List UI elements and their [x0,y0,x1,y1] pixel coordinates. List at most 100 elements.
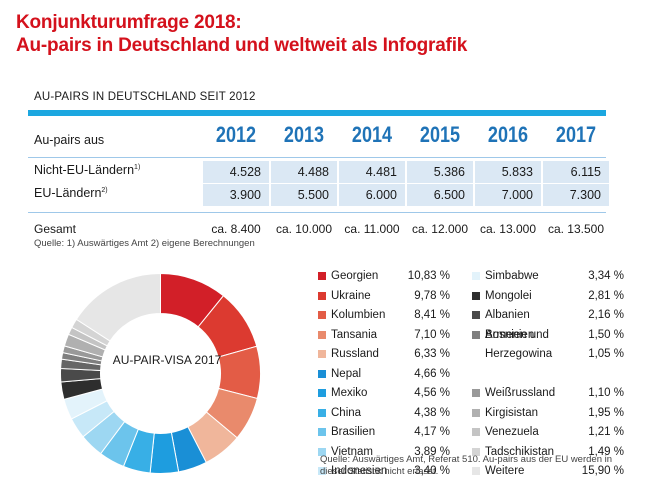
legend-item: Vietnam 3,89 % [318,444,460,460]
table-cell-non-eu-2017: 6.115 [543,161,609,183]
table-top-rule [28,110,606,116]
visa-donut-chart [60,272,261,474]
year-header-2014: 2014 [351,122,393,147]
legend-swatch [472,408,480,417]
legend-swatch [318,389,326,397]
legend-label: Armenien [485,328,535,341]
title-line-2: Au-pairs in Deutschland und weltweit als… [16,35,468,56]
legend-item: Albanien 2,16 % [472,307,634,323]
row-label-eu-note: 2) [101,186,108,194]
table-header-label: Au-pairs aus [34,133,105,147]
legend-swatch [318,350,326,358]
table-cell-non-eu-2012: 4.528 [203,161,269,183]
legend-value: 1,50 % [588,328,624,341]
legend-item: Weißrussland 1,10 % [472,385,634,401]
legend-label: Kolumbien [331,309,386,321]
legend-label: Weitere [485,465,525,477]
legend-label: Weißrussland [485,387,556,399]
table-cell-non-eu-2015: 5.386 [407,161,473,183]
legend-label: Venezuela [485,426,539,438]
legend-label: Kirgisistan [485,406,539,419]
table-cell-eu-2017: 7.300 [543,184,609,206]
legend-label: Georgien [331,270,379,282]
row-label-non-eu-text: Nicht-EU-Ländern [34,163,135,177]
row-label-eu-text: EU-Ländern [34,186,102,200]
legend-swatch [472,272,480,280]
legend-value: 2,81 % [588,289,624,302]
donut-slice-weitere [75,272,161,342]
legend-value: 3,40 % [414,465,450,477]
legend-label: Albanien [485,309,530,321]
table-cell-non-eu-2016: 5.833 [475,161,541,183]
legend-label: Russland [331,348,379,360]
year-header-2013: 2013 [283,122,325,147]
legend-value: 4,66 % [414,367,450,380]
legend-item: Georgien 10,83 % [318,268,460,284]
row-label-non-eu: Nicht-EU-Ländern1) [34,163,140,177]
legend-swatch [318,369,326,378]
year-header-2012: 2012 [215,122,257,147]
legend-swatch [472,467,480,475]
legend-value: 9,78 % [414,289,450,302]
legend-value: 1,05 % [588,348,624,360]
legend-item: Mexiko 4,56 % [318,385,460,401]
legend-label: Mongolei [485,289,532,302]
legend-label-line-1: Bosnien und [485,328,549,341]
legend-item: Weitere 15,90 % [472,463,634,479]
legend-label: Tadschikistan [485,445,555,458]
legend-item: Kolumbien 8,41 % [318,307,460,323]
legend-label: Tansania [331,328,378,341]
table-cell-eu-2012: 3.900 [203,184,269,206]
total-cell-2013: ca. 10.000 [275,222,333,236]
total-label: Gesamt [34,222,77,236]
legend-swatch [472,330,480,339]
legend-label: Vietnam [331,445,373,458]
table-cell-eu-2013: 5.500 [271,184,337,206]
legend-label: Brasilien [331,426,376,438]
legend-value: 4,56 % [414,387,450,399]
legend-swatch [318,408,326,417]
legend-swatch [318,447,326,456]
legend-value: 15,90 % [581,465,624,477]
legend-value: 1,49 % [588,445,624,458]
chart-source: Quelle: Auswärtiges Amt, Referat 510. Au… [320,454,613,477]
legend-value: 6,33 % [414,348,450,360]
legend-label: Simbabwe [485,270,539,282]
year-header-2015: 2015 [419,122,461,147]
legend-swatch [318,467,326,475]
legend-label: Indonesien [331,465,388,477]
total-cell-2016: ca. 13.000 [479,222,537,236]
legend-swatch [318,291,326,300]
legend-item: Brasilien 4,17 % [318,424,460,440]
legend-label: Ukraine [331,289,371,302]
row-label-eu: EU-Ländern2) [34,186,108,200]
legend-label-line-2: Herzegowina [485,348,553,360]
legend-item: Indonesien 3,40 % [318,463,460,479]
legend-item: Tadschikistan 1,49 % [472,444,634,460]
legend-item: Bosnien und Herzegowina 1,05 % [472,329,634,362]
total-cell-2012: ca. 8.400 [211,222,261,236]
legend-item: Tansania 7,10 % [318,327,460,343]
table-cell-non-eu-2013: 4.488 [271,161,337,183]
legend-swatch [472,291,480,300]
legend-value: 2,16 % [588,309,624,321]
legend-item: Simbabwe 3,34 % [472,268,634,284]
legend-value: 10,83 % [407,270,450,282]
legend-item: Nepal 4,66 % [318,366,460,382]
table-source: Quelle: 1) Auswärtiges Amt 2) eigene Ber… [34,238,255,249]
legend-swatch [318,428,326,436]
table-cell-eu-2016: 7.000 [475,184,541,206]
legend-item: Mongolei 2,81 % [472,288,634,304]
legend-value: 1,21 % [588,426,624,438]
legend-label: Mexiko [331,387,368,399]
table-body-rule [28,212,606,213]
donut-center-label: AU-PAIR-VISA 2017 [112,353,222,367]
legend-value: 3,34 % [588,270,624,282]
legend-value: 4,38 % [414,406,450,419]
legend-value: 1,95 % [588,406,624,419]
table-cell-eu-2015: 6.500 [407,184,473,206]
legend-value: 1,10 % [588,387,624,399]
legend-swatch [472,447,480,456]
total-cell-2017: ca. 13.500 [547,222,605,236]
legend-item: Ukraine 9,78 % [318,288,460,304]
